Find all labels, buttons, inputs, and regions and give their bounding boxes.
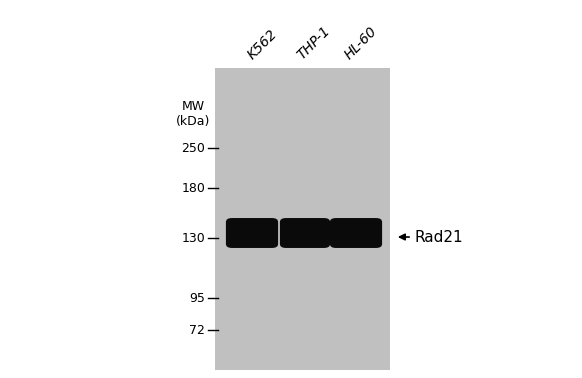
Text: Rad21: Rad21: [415, 229, 464, 245]
FancyBboxPatch shape: [226, 218, 278, 248]
FancyBboxPatch shape: [330, 218, 382, 248]
FancyBboxPatch shape: [280, 218, 330, 248]
Text: 130: 130: [182, 231, 205, 245]
Text: HL-60: HL-60: [342, 24, 380, 62]
Text: THP-1: THP-1: [295, 23, 333, 62]
Text: 250: 250: [181, 141, 205, 155]
Text: MW
(kDa): MW (kDa): [176, 100, 210, 128]
Text: 72: 72: [189, 324, 205, 336]
Text: 180: 180: [181, 181, 205, 195]
Text: 95: 95: [189, 291, 205, 305]
Text: K562: K562: [245, 27, 281, 62]
Bar: [215, 68, 390, 370]
